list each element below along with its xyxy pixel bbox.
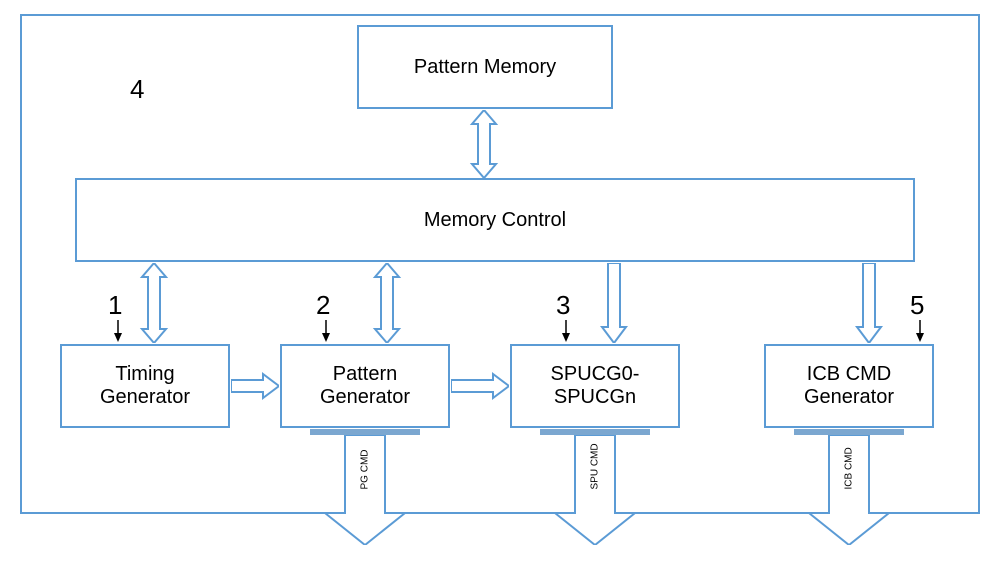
cmd-spu-label: SPU CMD xyxy=(590,450,601,490)
tick-2 xyxy=(320,320,332,342)
label-5: 5 xyxy=(910,290,924,321)
spucg-label: SPUCG0- SPUCGn xyxy=(551,363,640,409)
pattern-generator-label: Pattern Generator xyxy=(320,363,410,409)
tick-5 xyxy=(914,320,926,342)
cmd-pg: PG CMD xyxy=(310,429,420,545)
timing-generator-block: Timing Generator xyxy=(60,344,230,428)
cmd-pg-label: PG CMD xyxy=(360,450,371,490)
pattern-memory-label: Pattern Memory xyxy=(414,56,556,79)
arrow-tg-pg xyxy=(231,368,279,404)
arrow-pg-spu xyxy=(451,368,509,404)
timing-generator-label: Timing Generator xyxy=(100,363,190,409)
label-3: 3 xyxy=(556,290,570,321)
cmd-spu: SPU CMD xyxy=(540,429,650,545)
arrow-mc-tg xyxy=(136,263,172,343)
arrow-pm-mc xyxy=(466,110,502,178)
label-1: 1 xyxy=(108,290,122,321)
arrow-mc-icb xyxy=(851,263,887,343)
spucg-block: SPUCG0- SPUCGn xyxy=(510,344,680,428)
arrow-mc-spu xyxy=(596,263,632,343)
label-4: 4 xyxy=(130,74,144,105)
icb-cmd-label: ICB CMD Generator xyxy=(804,363,894,409)
memory-control-block: Memory Control xyxy=(75,178,915,262)
tick-3 xyxy=(560,320,572,342)
cmd-icb-label: ICB CMD xyxy=(844,450,855,490)
icb-cmd-block: ICB CMD Generator xyxy=(764,344,934,428)
pattern-memory-block: Pattern Memory xyxy=(357,25,613,109)
label-2: 2 xyxy=(316,290,330,321)
cmd-icb: ICB CMD xyxy=(794,429,904,545)
memory-control-label: Memory Control xyxy=(424,209,566,232)
pattern-generator-block: Pattern Generator xyxy=(280,344,450,428)
arrow-mc-pg xyxy=(369,263,405,343)
tick-1 xyxy=(112,320,124,342)
